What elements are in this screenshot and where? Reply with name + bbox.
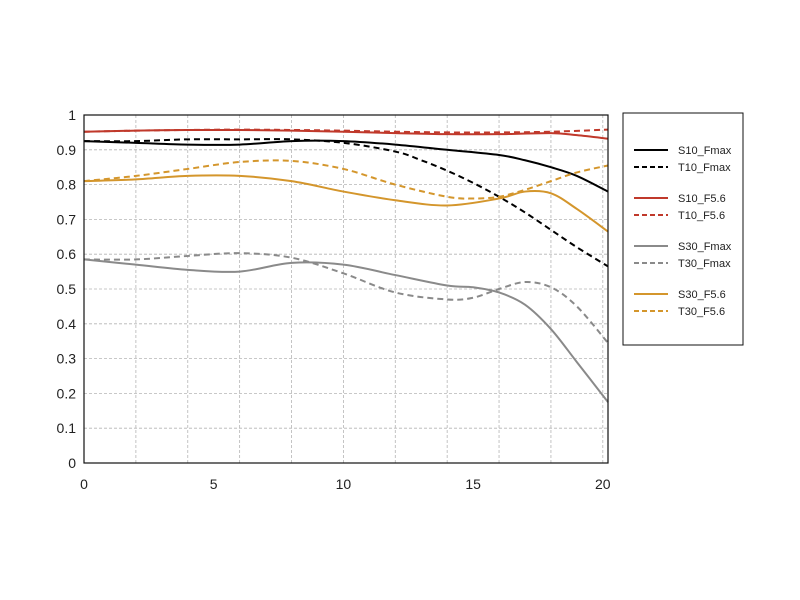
legend-label-s10-f5-6: S10_F5.6 — [678, 193, 726, 205]
y-tick-label: 0.9 — [57, 142, 77, 158]
series-lines — [83, 128, 609, 403]
x-tick-label: 5 — [210, 476, 218, 492]
series-line-t30-fmax — [83, 252, 609, 344]
x-tick-label: 0 — [80, 476, 88, 492]
x-tick-label: 20 — [595, 476, 611, 492]
legend-label-t30-f5-6: T30_F5.6 — [678, 306, 725, 318]
y-tick-label: 0.2 — [57, 385, 77, 401]
series-line-t10-fmax — [83, 138, 609, 268]
y-tick-label: 0.4 — [57, 316, 77, 332]
axis-tick-labels: 00.10.20.30.40.50.60.70.80.910 5 10 15 20 — [57, 107, 611, 492]
y-tick-label: 0.1 — [57, 420, 77, 436]
series-line-s10-f5-6 — [83, 128, 609, 140]
y-tick-label: 0 — [68, 455, 76, 471]
y-tick-label: 0.3 — [57, 351, 77, 367]
legend-label-s30-f5-6: S30_F5.6 — [678, 289, 726, 301]
legend-label-s30-fmax: S30_Fmax — [678, 241, 732, 253]
legend-label-t10-fmax: T10_Fmax — [678, 162, 731, 174]
series-line-s10-fmax — [83, 139, 609, 193]
legend: S10_Fmax T10_Fmax S10_F5.6 T10_F5.6 S30_Fmax… — [622, 112, 744, 346]
y-tick-label: 0.5 — [57, 281, 77, 297]
plot-frame — [83, 114, 609, 464]
y-tick-label: 0.7 — [57, 211, 77, 227]
series-line-s30-f5-6 — [83, 174, 609, 233]
y-tick-label: 0.8 — [57, 177, 77, 193]
legend-items: S10_Fmax T10_Fmax S10_F5.6 T10_F5.6 S30_Fmax… — [634, 145, 732, 318]
y-tick-label: 0.6 — [57, 246, 77, 262]
grid-lines — [84, 115, 608, 463]
legend-box — [622, 112, 744, 346]
legend-label-s10-fmax: S10_Fmax — [678, 145, 732, 157]
x-tick-label: 15 — [465, 476, 481, 492]
series-line-t10-f5-6 — [83, 128, 609, 134]
series-line-s30-fmax — [83, 258, 609, 403]
x-tick-label: 10 — [336, 476, 352, 492]
y-tick-label: 1 — [68, 107, 76, 123]
legend-label-t10-f5-6: T10_F5.6 — [678, 210, 725, 222]
series-line-t30-f5-6 — [83, 159, 609, 200]
legend-label-t30-fmax: T30_Fmax — [678, 258, 731, 270]
